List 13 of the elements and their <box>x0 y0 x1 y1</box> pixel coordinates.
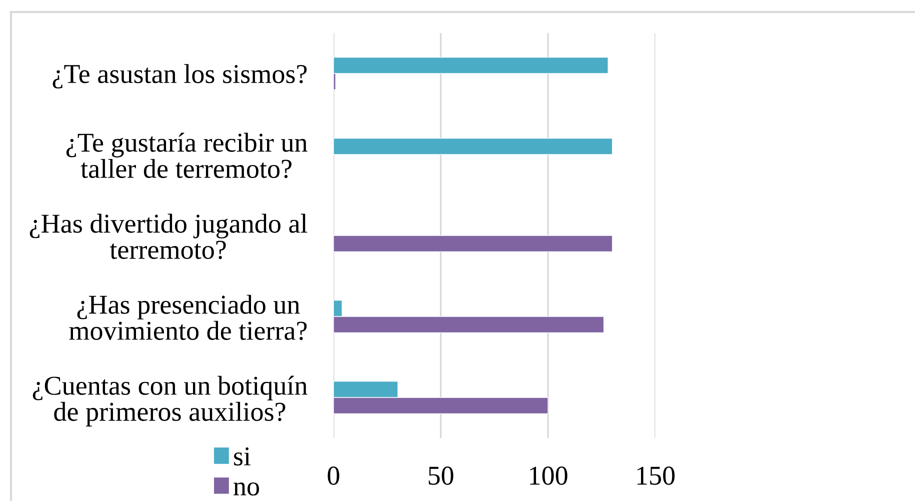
x-tick-label: 150 <box>637 466 675 485</box>
legend-label: no <box>234 482 260 496</box>
x-tick-label: 50 <box>428 466 454 485</box>
y-tick-label: ¿Te asustan los sismos? <box>52 64 307 89</box>
bar <box>334 138 613 155</box>
y-tick-label: ¿Cuentas con un botiquín de primeros auxilios? <box>32 376 308 426</box>
x-tick-label: 100 <box>530 466 568 485</box>
legend-label: si <box>234 447 251 466</box>
x-tick-label: 0 <box>328 466 340 485</box>
y-tick-label: ¿Has divertido jugando al terremoto? <box>30 214 308 260</box>
y-tick-label: ¿Te gustaría recibir un taller de terremoto? <box>66 132 308 178</box>
y-tick-label: ¿Has presenciado un movimiento de tierra? <box>69 294 307 340</box>
bar <box>334 235 613 252</box>
